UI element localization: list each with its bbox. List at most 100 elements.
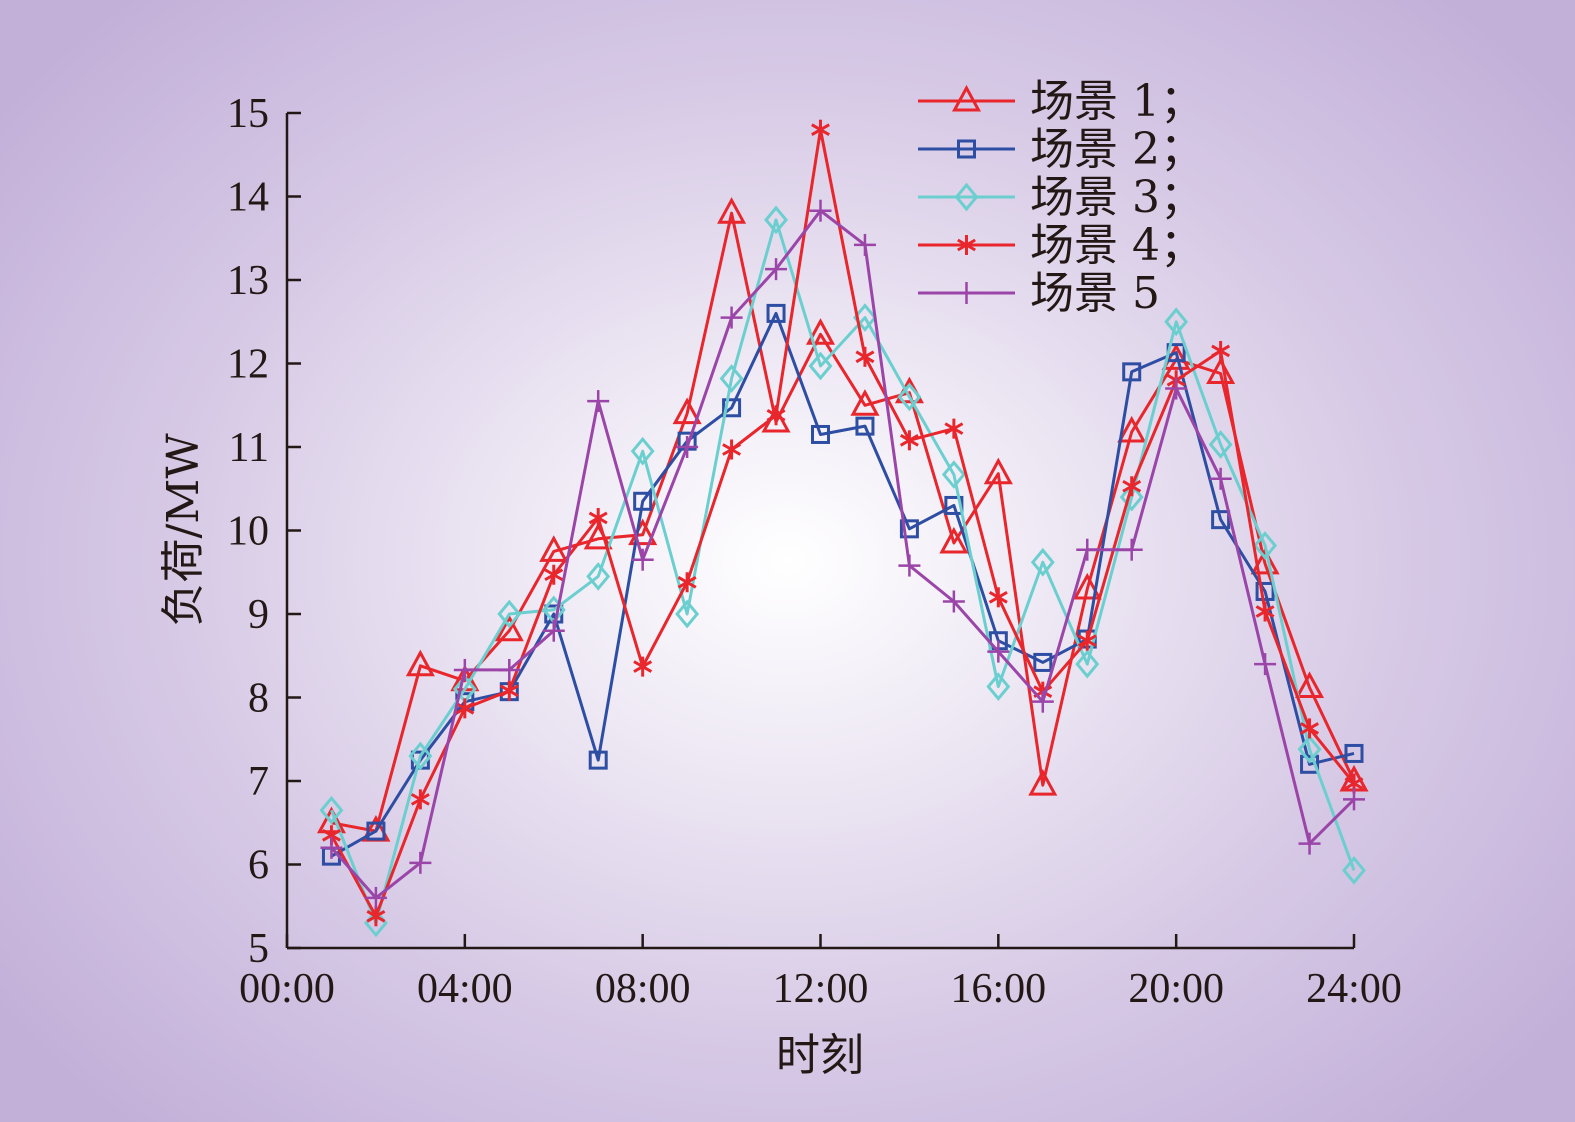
- series-4-point: [499, 680, 519, 701]
- series-5-point: [1120, 538, 1143, 561]
- series-2-point: [1122, 362, 1142, 382]
- series-1-point: [1295, 671, 1325, 698]
- series-5-point: [987, 640, 1010, 663]
- series-4-point: [1211, 340, 1231, 361]
- x-tick-label: 20:00: [1128, 966, 1224, 1012]
- legend-item-5: 场景 5: [918, 268, 1160, 319]
- series-5-point: [1209, 467, 1232, 490]
- y-tick-label: 12: [227, 342, 269, 388]
- y-tick-label: 9: [248, 592, 269, 638]
- legend-marker: [954, 182, 979, 212]
- series-3-point: [319, 795, 344, 825]
- series-3-point: [941, 460, 966, 489]
- y-tick-label: 15: [227, 91, 269, 137]
- series-4-point: [410, 789, 430, 810]
- series-2-point: [1344, 743, 1364, 763]
- series-1-point: [672, 397, 702, 425]
- series-3-point: [1075, 649, 1100, 679]
- y-axis-title: 负荷/MW: [158, 433, 209, 627]
- series-4-point: [988, 587, 1008, 608]
- series-3-point: [675, 599, 700, 629]
- series-3-point: [630, 436, 655, 466]
- series-3-point: [1030, 547, 1055, 577]
- x-tick-label: 04:00: [417, 966, 513, 1012]
- series-2-point: [722, 398, 742, 418]
- series-4-point: [455, 698, 475, 719]
- series-5-point: [720, 306, 743, 329]
- series-2-line: [330, 311, 1355, 858]
- series-5-point: [1076, 538, 1099, 561]
- legend-marker: [955, 282, 978, 304]
- series-3-point: [1297, 734, 1322, 764]
- legend-label: 场景 2；: [1030, 124, 1204, 175]
- series-2-point: [1300, 754, 1320, 774]
- legend-item-1: 场景 1；: [918, 76, 1204, 127]
- series-1-point: [539, 535, 569, 562]
- series-2-point: [366, 821, 386, 841]
- series-2-point: [766, 303, 786, 323]
- series-1-point: [1206, 357, 1236, 385]
- series-4: [322, 119, 1364, 927]
- series-3-point: [1208, 430, 1233, 459]
- series-3-point: [764, 205, 788, 235]
- legend: 场景 1；场景 2；场景 3；场景 4；场景 5: [918, 76, 1204, 319]
- x-tick-label: 08:00: [595, 966, 691, 1012]
- series-5-point: [542, 619, 565, 642]
- series-4-point: [544, 564, 564, 585]
- series-1: [316, 197, 1369, 842]
- series-4-point: [1300, 718, 1319, 739]
- y-tick-label: 5: [248, 926, 269, 972]
- series-1-point: [805, 318, 836, 345]
- series-4-point: [633, 656, 653, 677]
- series-3-point: [808, 351, 833, 381]
- series-3-line: [330, 218, 1356, 925]
- series-5-point: [587, 390, 610, 413]
- x-tick-label: 12:00: [773, 966, 869, 1012]
- legend-label: 场景 3；: [1030, 172, 1204, 223]
- series-2-point: [588, 750, 608, 770]
- axes: 5 6 7 8 9 10 11 12 13 14 15 00:00 04:00 08:00 12:00 16:…: [227, 91, 1402, 1012]
- series-1-point: [717, 197, 747, 224]
- series-3-point: [1342, 856, 1366, 885]
- legend-item-3: 场景 3；: [918, 172, 1204, 223]
- x-tick-label: 00:00: [239, 966, 335, 1012]
- series-3-point: [586, 562, 611, 591]
- series-5-point: [1343, 788, 1365, 811]
- series-2-point: [1255, 581, 1275, 601]
- series-1-point: [939, 526, 969, 554]
- x-axis-title: 时刻: [776, 1030, 864, 1081]
- series-5-point: [765, 258, 788, 281]
- series-1-point: [1250, 547, 1280, 575]
- series-4-point: [811, 119, 830, 140]
- y-tick-label: 10: [227, 509, 269, 555]
- series-2-point: [1211, 510, 1231, 530]
- series-5-point: [1031, 690, 1054, 713]
- series-1-point: [1161, 343, 1191, 370]
- y-tick-label: 8: [248, 676, 269, 722]
- series-5-point: [320, 836, 343, 859]
- series-1-point: [1028, 769, 1058, 796]
- series-4-point: [899, 430, 919, 451]
- legend-label: 场景 1；: [1030, 76, 1204, 127]
- series-4-point: [944, 418, 964, 439]
- series-layer: [316, 119, 1369, 938]
- y-tick-label: 13: [227, 258, 269, 304]
- series-5-point: [676, 436, 699, 458]
- series-4-point: [722, 439, 742, 460]
- series-4-point: [1122, 476, 1142, 497]
- series-1-point: [850, 389, 880, 416]
- series-4-point: [588, 507, 608, 528]
- series-4-point: [1077, 630, 1097, 651]
- series-4-point: [766, 405, 786, 426]
- y-tick-label: 14: [227, 175, 269, 221]
- x-tick-label: 24:00: [1306, 966, 1402, 1012]
- series-2-point: [899, 519, 919, 539]
- series-2-point: [811, 424, 830, 444]
- series-5-point: [898, 554, 921, 577]
- series-5-point: [1254, 653, 1277, 676]
- series-5-point: [1165, 377, 1188, 400]
- legend-marker: [957, 235, 976, 255]
- series-3-point: [897, 382, 922, 412]
- series-5: [320, 199, 1365, 909]
